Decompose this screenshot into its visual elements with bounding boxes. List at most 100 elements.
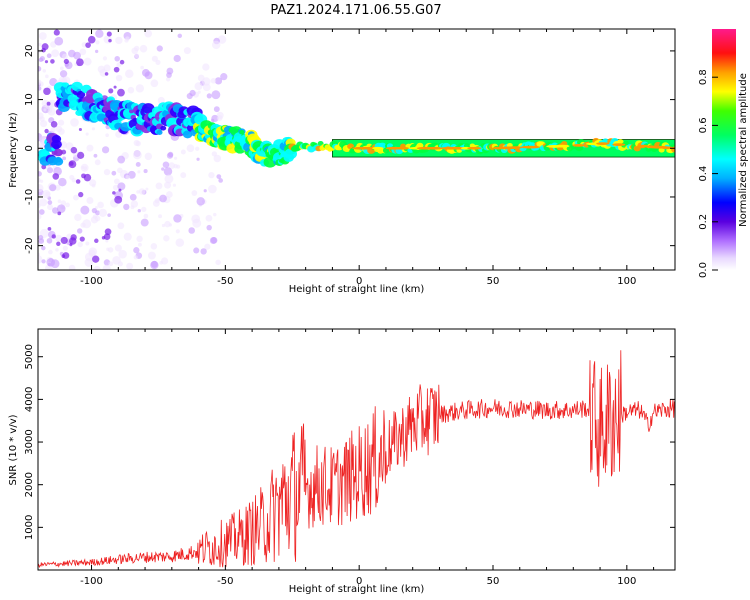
- noise-blob: [159, 194, 167, 203]
- noise-blob: [105, 133, 109, 138]
- noise-blob: [210, 118, 215, 123]
- noise-blob: [113, 178, 120, 185]
- y-tick-label: 1000: [24, 515, 35, 540]
- noise-blob: [88, 249, 96, 257]
- noise-blob: [112, 184, 119, 191]
- noise-blob: [54, 36, 64, 46]
- noise-blob: [211, 151, 218, 157]
- noise-blob: [129, 193, 137, 201]
- noise-blob: [50, 120, 58, 128]
- figure-title: PAZ1.2024.171.06.55.G07: [270, 3, 441, 18]
- noise-blob: [145, 187, 149, 191]
- noise-blob: [65, 202, 70, 208]
- noise-blob: [55, 234, 63, 242]
- noise-blob: [213, 154, 222, 163]
- noise-blob: [69, 174, 75, 180]
- noise-blob: [206, 224, 212, 231]
- noise-blob: [195, 146, 200, 151]
- noise-blob: [83, 166, 88, 170]
- noise-blob: [144, 29, 153, 38]
- noise-blob: [55, 125, 63, 133]
- noise-blob: [39, 198, 48, 207]
- noise-blob: [125, 69, 134, 78]
- noise-blob: [164, 181, 172, 189]
- noise-blob: [104, 228, 112, 236]
- noise-blob: [47, 200, 53, 205]
- noise-blob: [42, 189, 51, 199]
- ridge-blob: [51, 135, 62, 143]
- noise-blob: [163, 235, 170, 242]
- noise-blob: [38, 79, 42, 84]
- noise-blob: [117, 167, 123, 174]
- noise-blob: [44, 128, 49, 134]
- noise-blob: [115, 74, 123, 82]
- y-tick-label: 10: [24, 93, 35, 106]
- noise-blob: [208, 184, 217, 194]
- y-tick-label: 4000: [24, 387, 35, 412]
- noise-blob: [104, 72, 109, 76]
- noise-blob: [41, 164, 47, 170]
- noise-blob: [38, 57, 44, 63]
- noise-blob: [151, 55, 158, 62]
- noise-blob: [57, 211, 62, 216]
- noise-blob: [210, 78, 217, 84]
- colorbar-gradient: [712, 29, 736, 270]
- snr-x-label: Height of straight line (km): [289, 584, 425, 595]
- ridge-blob: [463, 143, 470, 149]
- y-tick-label: 0: [24, 145, 35, 151]
- noise-blob: [77, 151, 85, 159]
- noise-blob: [156, 45, 163, 52]
- noise-blob: [46, 101, 51, 106]
- noise-blob: [101, 146, 110, 154]
- noise-blob: [95, 49, 99, 54]
- noise-blob: [38, 66, 42, 72]
- noise-blob: [114, 195, 123, 204]
- x-tick-label: 50: [487, 276, 500, 287]
- noise-blob: [173, 54, 181, 63]
- noise-blob: [62, 245, 68, 251]
- noise-blob: [84, 258, 94, 267]
- noise-blob: [168, 223, 173, 227]
- noise-blob: [161, 167, 165, 171]
- y-tick-label: 5000: [24, 344, 35, 369]
- noise-blob: [173, 156, 178, 160]
- noise-blob: [102, 264, 111, 270]
- noise-blob: [180, 149, 186, 155]
- noise-blob: [172, 183, 177, 187]
- noise-blob: [58, 119, 65, 126]
- noise-blob: [86, 144, 94, 152]
- ridge-blob: [156, 129, 163, 135]
- noise-blob: [117, 261, 123, 267]
- ridge-blob: [182, 130, 193, 139]
- noise-blob: [103, 233, 111, 240]
- noise-blob: [138, 188, 146, 195]
- noise-blob: [46, 53, 52, 59]
- noise-blob: [38, 86, 42, 91]
- noise-blob: [197, 74, 205, 82]
- x-tick-label: -50: [217, 576, 233, 587]
- noise-blob: [54, 184, 61, 191]
- noise-blob: [85, 241, 90, 246]
- noise-blob: [132, 150, 142, 160]
- noise-blob: [103, 168, 111, 176]
- noise-blob: [47, 167, 54, 174]
- noise-blob: [106, 247, 110, 251]
- noise-blob: [53, 29, 60, 36]
- noise-blob: [74, 213, 82, 222]
- noise-blob: [86, 196, 94, 205]
- noise-blob: [143, 169, 148, 174]
- noise-blob: [50, 59, 55, 64]
- noise-blob: [173, 163, 178, 169]
- noise-blob: [45, 74, 49, 79]
- noise-blob: [38, 238, 45, 244]
- noise-blob: [126, 262, 134, 270]
- noise-blob: [141, 206, 147, 213]
- noise-blob: [211, 90, 221, 100]
- noise-blob: [127, 86, 135, 94]
- noise-blob: [92, 255, 100, 263]
- noise-blob: [147, 251, 156, 260]
- y-tick-label: 2000: [24, 472, 35, 497]
- noise-blob: [58, 177, 67, 187]
- noise-blob: [51, 49, 60, 58]
